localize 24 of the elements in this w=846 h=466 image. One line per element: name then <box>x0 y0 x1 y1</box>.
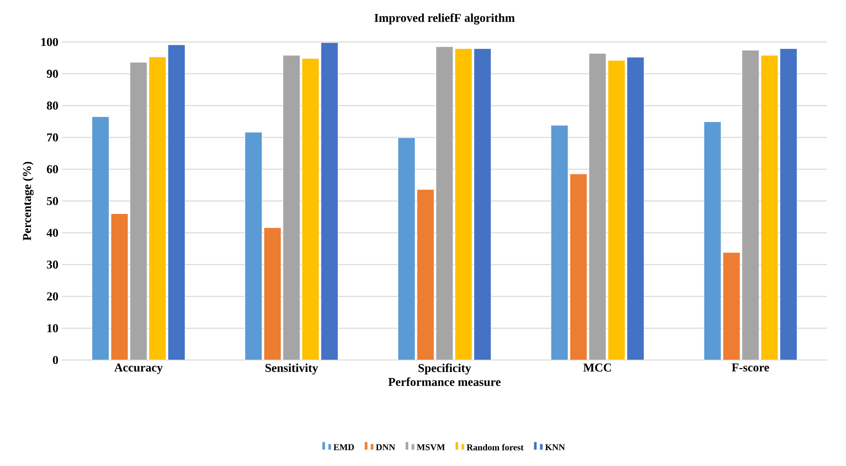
chart-title: Improved reliefF algorithm <box>374 13 515 24</box>
y-tick-label: 60 <box>46 165 58 174</box>
y-tick-label: 10 <box>47 324 58 332</box>
y-tick-label: 80 <box>46 102 58 110</box>
y-axis-title: Percentage (%) <box>22 162 34 240</box>
legend-label: KNN <box>545 444 565 450</box>
x-tick-label: MCC <box>583 364 611 372</box>
y-tick-label: 40 <box>46 228 58 237</box>
legend-label: EMD <box>334 444 354 450</box>
y-tick-label: 100 <box>41 38 58 46</box>
legend-label: MSVM <box>416 444 445 450</box>
x-tick-label: Sensitivity <box>265 364 318 374</box>
y-tick-label: 90 <box>46 70 58 78</box>
y-tick-label: 50 <box>46 196 58 206</box>
x-tick-label: F-score <box>732 364 770 372</box>
y-tick-label: 30 <box>46 260 58 269</box>
y-tick-label: 70 <box>47 133 58 142</box>
y-tick-label: 20 <box>46 292 58 300</box>
legend-label: DNN <box>376 444 396 450</box>
y-tick-label: 0 <box>52 356 58 364</box>
x-tick-label: Accuracy <box>114 364 163 374</box>
x-tick-label: Specificity <box>418 364 472 375</box>
x-axis-title: Performance measure <box>388 377 501 386</box>
legend-label: Random forest <box>466 444 524 450</box>
